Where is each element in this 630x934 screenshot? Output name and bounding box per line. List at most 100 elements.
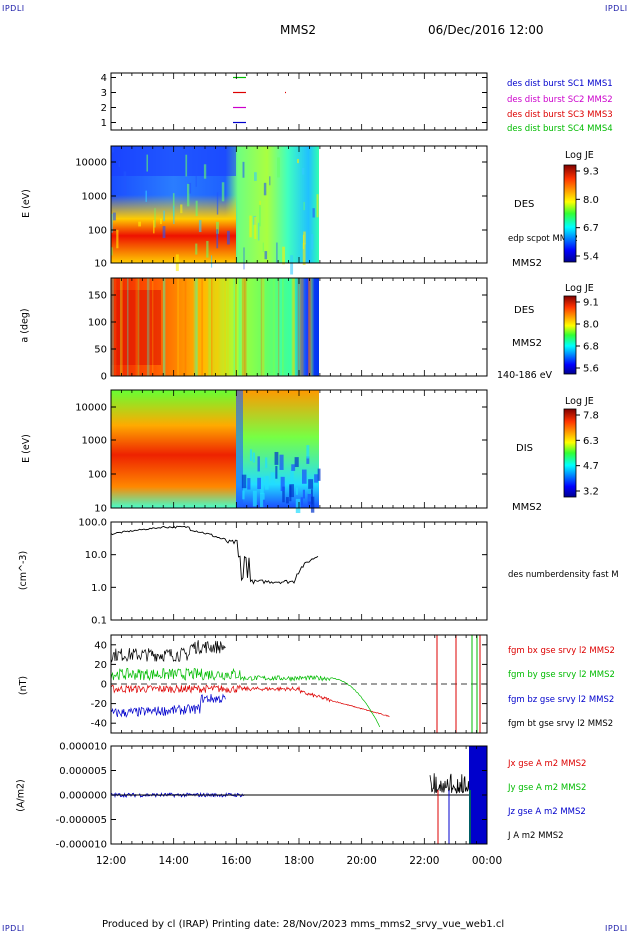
y-tick-label: -0.000010 bbox=[56, 840, 107, 851]
heatmap-des-energy-cell bbox=[221, 182, 225, 202]
heatmap-des-pitch-stripe bbox=[235, 278, 237, 376]
y-tick-label: 0.000000 bbox=[59, 791, 107, 802]
heatmap-des-energy-cell bbox=[206, 240, 209, 258]
heatmap-des-energy-cell bbox=[262, 242, 264, 253]
heatmap-des-pitch-stripe bbox=[113, 278, 117, 376]
header-date: 06/Dec/2016 12:00 bbox=[428, 23, 544, 37]
heatmap-des-energy-cell bbox=[254, 216, 257, 240]
heatmap-des-energy-cell bbox=[254, 172, 257, 181]
heatmap-des-energy-cell bbox=[195, 243, 198, 255]
heatmap-des-pitch-stripe bbox=[241, 278, 245, 376]
heatmap-dis-energy-cell bbox=[295, 498, 301, 514]
heatmap-dis-energy-cell bbox=[285, 497, 289, 504]
colorbar-1 bbox=[563, 164, 577, 263]
heatmap-des-energy-cell bbox=[138, 221, 141, 227]
colorbar3-title: Log JE bbox=[565, 396, 594, 407]
label-sat-2: MMS2 bbox=[512, 338, 542, 349]
heatmap-des-energy-cell bbox=[312, 208, 315, 218]
heatmap-des-energy-cell bbox=[302, 243, 306, 266]
heatmap-dis-energy-cell bbox=[270, 472, 275, 485]
legend-bx: fgm bx gse srvy l2 MMS2 bbox=[508, 646, 615, 656]
heatmap-des-energy-cell bbox=[188, 182, 192, 194]
heatmap-des-energy-cell bbox=[203, 164, 207, 179]
heatmap-des-pitch-stripe bbox=[215, 278, 218, 376]
colorbar-tick-label: 6.3 bbox=[583, 436, 599, 447]
colorbar-tick-label: 3.2 bbox=[583, 487, 599, 498]
heatmap-des-pitch-stripe bbox=[233, 278, 235, 376]
y-tick-label: 10 bbox=[94, 259, 107, 270]
heatmap-dis-energy-cell bbox=[249, 449, 253, 462]
heatmap-des-energy-cell bbox=[263, 182, 267, 196]
heatmap-dis-energy-cell bbox=[308, 479, 314, 489]
heatmap-des-pitch-stripe bbox=[208, 278, 211, 376]
y-tick-label: 10000 bbox=[75, 403, 107, 414]
colorbar-3 bbox=[563, 408, 577, 498]
heatmap-des-energy-cell bbox=[146, 154, 149, 172]
x-tick-label: 16:00 bbox=[221, 855, 251, 867]
heatmap-des-energy-cell bbox=[116, 229, 119, 249]
x-tick-label: 00:00 bbox=[472, 855, 502, 867]
heatmap-dis-energy-cell bbox=[289, 485, 292, 502]
heatmap-des-pitch-stripe bbox=[146, 278, 150, 376]
heatmap-des-pitch-stripe bbox=[278, 278, 280, 376]
legend-jz: Jz gse A m2 MMS2 bbox=[508, 807, 586, 817]
density-series bbox=[110, 525, 319, 585]
heatmap-dis-energy-cell bbox=[301, 469, 307, 484]
heatmap-des-pitch-stripe bbox=[211, 278, 213, 376]
heatmap-dis-energy-cell bbox=[290, 470, 294, 482]
heatmap-dis-energy-cell bbox=[252, 490, 257, 507]
heatmap-des-pitch-stripe bbox=[194, 278, 198, 376]
y-tick-label: 100 bbox=[88, 318, 107, 329]
y-tick-label: 40 bbox=[94, 640, 107, 651]
heatmap-dis-energy-cell bbox=[307, 493, 312, 507]
heatmap-des-energy-cell bbox=[282, 246, 285, 265]
legend-by: fgm by gse srvy l2 MMS2 bbox=[508, 670, 615, 680]
heatmap-dis-energy-cell bbox=[314, 474, 318, 483]
heatmap-des-energy-cell bbox=[112, 212, 116, 221]
y-tick-label: 150 bbox=[88, 291, 107, 302]
colorbar-tick-label: 9.3 bbox=[583, 167, 599, 178]
legend-jx: Jx gse A m2 MMS2 bbox=[508, 759, 587, 769]
heatmap-des-pitch-stripe bbox=[260, 278, 263, 376]
heatmap-des-pitch-stripe bbox=[262, 278, 265, 376]
heatmap-des-pitch-stripe bbox=[293, 278, 295, 376]
legend-bz: fgm bz gse srvy l2 MMS2 bbox=[508, 695, 615, 705]
y-tick-label: 10000 bbox=[75, 158, 107, 169]
heatmap-des-pitch-stripe bbox=[177, 278, 180, 376]
heatmap-des-pitch-stripe bbox=[193, 278, 195, 376]
heatmap-des-energy-cell bbox=[163, 210, 165, 222]
bt-series bbox=[110, 640, 226, 663]
heatmap-des-pitch-stripe bbox=[111, 278, 115, 376]
heatmap-des-pitch-stripe bbox=[302, 278, 304, 376]
y-tick-label: 50 bbox=[94, 345, 107, 356]
y-tick-label: 100.0 bbox=[78, 518, 107, 529]
heatmap-des-energy-cell bbox=[277, 157, 280, 178]
heatmap-des-energy-cell bbox=[269, 176, 271, 186]
panel-density-frame bbox=[110, 521, 488, 621]
colorbar2-title: Log JE bbox=[565, 283, 594, 294]
heatmap-des-energy-cell bbox=[111, 247, 113, 256]
heatmap-dis-energy-cell bbox=[289, 484, 294, 498]
heatmap-des-pitch-stripe bbox=[244, 278, 247, 376]
heatmap-des-energy-cell bbox=[311, 234, 314, 250]
heatmap-dis-energy-cell bbox=[300, 497, 303, 506]
heatmap-des-pitch-stripe bbox=[238, 278, 242, 376]
jz-series bbox=[110, 791, 245, 799]
bx-series bbox=[110, 684, 390, 718]
y-tick-label: 0.000005 bbox=[59, 766, 107, 777]
heatmap-des-pitch-stripe bbox=[135, 278, 138, 376]
label-des-1: DES bbox=[514, 199, 535, 210]
label-sat-3: MMS2 bbox=[512, 502, 542, 513]
heatmap-des-pitch-stripe bbox=[120, 278, 123, 376]
corner-logo-bl: IPDLI bbox=[2, 924, 25, 933]
heatmap-dis-energy-cell bbox=[265, 457, 268, 468]
heatmap-des-energy-cell bbox=[249, 215, 252, 238]
heatmap-des-energy-cell bbox=[303, 231, 306, 245]
heatmap-des-pitch-stripe bbox=[292, 278, 295, 376]
x-tick-label: 20:00 bbox=[347, 855, 377, 867]
legend-burst-sc3: des dist burst SC3 MMS3 bbox=[507, 110, 613, 120]
heatmap-des-pitch-stripe bbox=[227, 278, 229, 376]
heatmap-des-pitch-stripe bbox=[297, 278, 300, 376]
legend-burst-sc2: des dist burst SC2 MMS2 bbox=[507, 95, 613, 105]
